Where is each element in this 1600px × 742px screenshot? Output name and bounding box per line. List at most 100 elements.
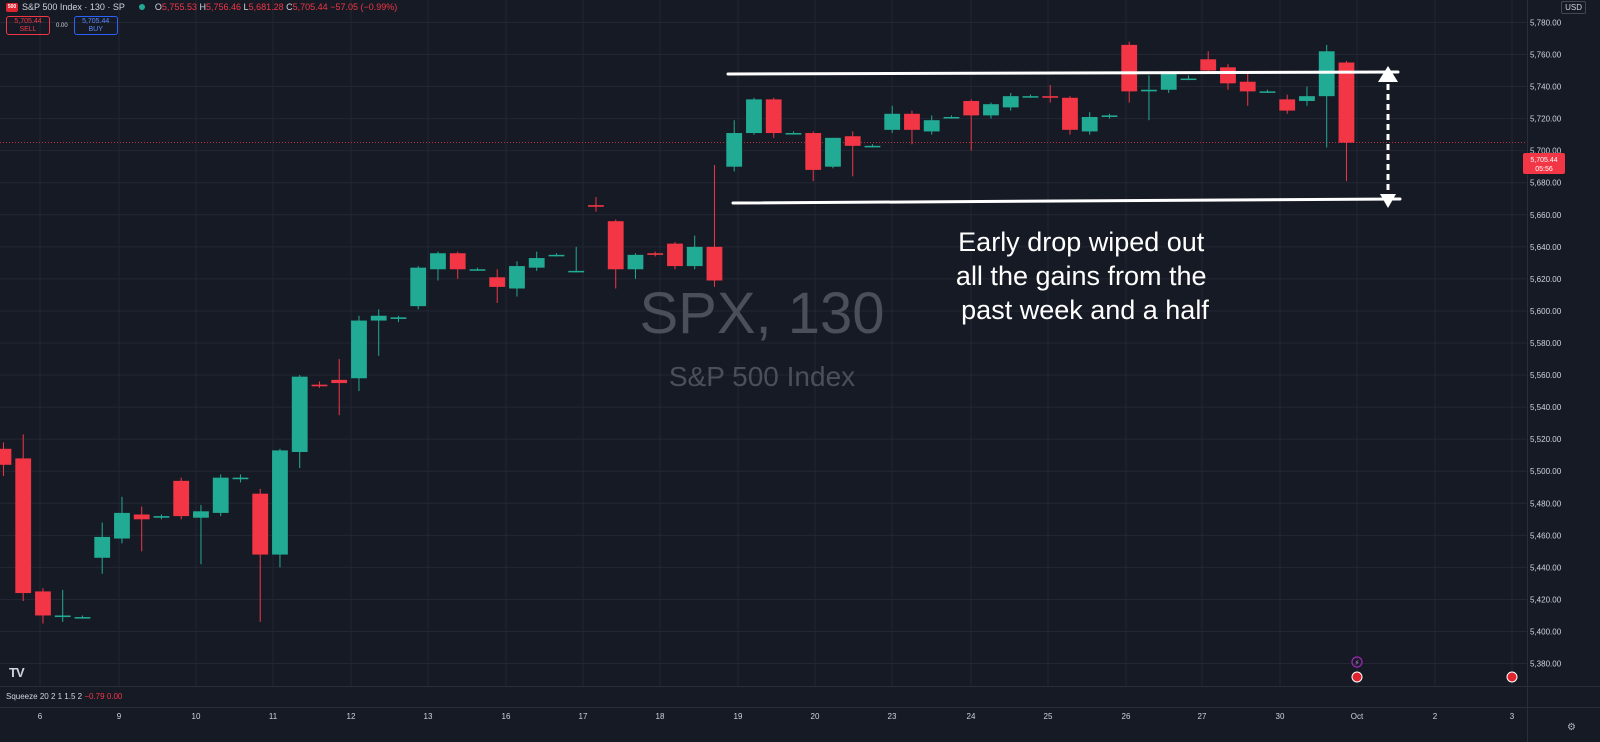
price-tick-label: 5,620.00: [1530, 275, 1562, 284]
tradingview-logo-icon[interactable]: TV: [9, 665, 25, 680]
last-price-tag: 5,705.44 05:56: [1523, 153, 1565, 174]
svg-text:⚡: ⚡: [1355, 659, 1360, 667]
annotations: Early drop wiped out all the gains from …: [726, 66, 1402, 325]
price-axis[interactable]: 5,380.00 5,400.00 5,420.00 5,440.00 5,460.00…: [1530, 18, 1562, 668]
time-tick-label: 2: [1433, 712, 1438, 721]
buy-button[interactable]: 5,705.44 BUY: [73, 16, 118, 35]
candle: [252, 488, 269, 622]
candle: [1220, 64, 1236, 90]
price-tick-label: 5,640.00: [1530, 243, 1562, 252]
candle: [94, 522, 111, 574]
candle: [1338, 60, 1355, 182]
range-arrow-down-head: [1380, 194, 1396, 208]
chart-header: 500 S&P 500 Index · 130 · SP O5,755.53 H…: [6, 0, 397, 14]
time-tick-label: 11: [269, 712, 278, 721]
candle: [983, 102, 999, 119]
price-tick-label: 5,380.00: [1530, 660, 1562, 669]
candle: [193, 504, 209, 565]
time-tick-label: 6: [38, 712, 43, 721]
annotation-line-2: all the gains from the: [956, 261, 1207, 291]
time-tick-label: 9: [117, 712, 122, 721]
us-flag-event-icon[interactable]: [1506, 671, 1518, 683]
support-line: [731, 197, 1402, 205]
resistance-line: [726, 70, 1400, 76]
annotation-line-1: Early drop wiped out: [958, 227, 1205, 257]
price-tick-label: 5,760.00: [1530, 50, 1562, 59]
candle: [647, 251, 664, 257]
dividend-event-icon[interactable]: [1351, 656, 1363, 668]
candle: [686, 235, 703, 270]
range-arrow-up-head: [1378, 66, 1398, 82]
price-tick-label: 5,720.00: [1530, 115, 1562, 124]
time-tick-label: 26: [1122, 712, 1131, 721]
annotation-line-3: past week and a half: [961, 295, 1209, 325]
time-tick-label: 12: [347, 712, 356, 721]
sell-button[interactable]: 5,705.44 SELL: [6, 16, 50, 35]
price-tick-label: 5,480.00: [1530, 499, 1562, 508]
candle: [1062, 96, 1078, 135]
svg-text:Early drop wiped out all: Early drop wiped out all the gains from …: [956, 227, 1214, 325]
candle: [607, 219, 624, 289]
candle: [1259, 89, 1276, 93]
candle: [0, 442, 12, 477]
candle: [212, 474, 229, 517]
candle: [864, 144, 881, 148]
time-tick-label: 3: [1510, 712, 1515, 721]
candle: [765, 97, 782, 138]
candle: [489, 269, 506, 303]
candle: [114, 496, 130, 544]
indicator-legend[interactable]: Squeeze 20 2 1 1.5 2 −0.79 0.00: [6, 692, 123, 701]
candle: [1279, 94, 1296, 114]
candle: [173, 477, 190, 520]
candle: [1042, 84, 1059, 103]
candle: [272, 448, 288, 568]
time-tick-label: 13: [424, 712, 433, 721]
symbol-title[interactable]: S&P 500 Index · 130 · SP: [22, 2, 125, 12]
us-flag-event-icon[interactable]: [1351, 671, 1363, 683]
candle: [904, 110, 920, 145]
candle: [410, 266, 427, 310]
candle: [667, 242, 683, 270]
time-tick-label: 10: [192, 712, 201, 721]
last-price-value: 5,705.44: [1530, 157, 1557, 164]
currency-button[interactable]: USD: [1561, 1, 1586, 14]
candle: [291, 375, 308, 469]
candle: [884, 105, 901, 134]
candle: [588, 197, 604, 212]
event-markers[interactable]: ⚡: [1351, 656, 1518, 683]
candle: [370, 309, 387, 356]
candle: [54, 589, 71, 622]
price-tick-label: 5,520.00: [1530, 435, 1562, 444]
candle: [1160, 73, 1177, 93]
candle: [1239, 73, 1256, 106]
candle: [331, 359, 348, 416]
candle: [1180, 75, 1197, 81]
price-tick-label: 5,540.00: [1530, 403, 1562, 412]
candle: [153, 514, 170, 520]
time-tick-label: 23: [888, 712, 897, 721]
price-tick-label: 5,740.00: [1530, 83, 1562, 92]
candle: [1299, 86, 1315, 106]
candle: [923, 115, 940, 135]
candle: [1200, 51, 1217, 74]
candles: [0, 41, 1355, 624]
watermark-symbol: SPX, 130: [639, 281, 884, 346]
candle: [746, 97, 762, 135]
price-tick-label: 5,680.00: [1530, 179, 1562, 188]
time-tick-label: 25: [1044, 712, 1053, 721]
price-tick-label: 5,400.00: [1530, 628, 1562, 637]
price-tick-label: 5,500.00: [1530, 467, 1562, 476]
last-price-countdown: 05:56: [1535, 166, 1553, 173]
candle: [706, 165, 723, 287]
time-axis[interactable]: 6 9 10 11 12 13 16 17 18 19 20 23 24 25 26 27 30 Oct 2 3: [38, 712, 1515, 721]
gear-icon[interactable]: ⚙: [1567, 722, 1576, 733]
price-tick-label: 5,660.00: [1530, 211, 1562, 220]
price-tick-label: 5,600.00: [1530, 307, 1562, 316]
candle: [844, 131, 861, 177]
candle: [568, 246, 585, 273]
candle: [825, 137, 841, 169]
price-tick-label: 5,580.00: [1530, 339, 1562, 348]
candle: [74, 615, 91, 619]
